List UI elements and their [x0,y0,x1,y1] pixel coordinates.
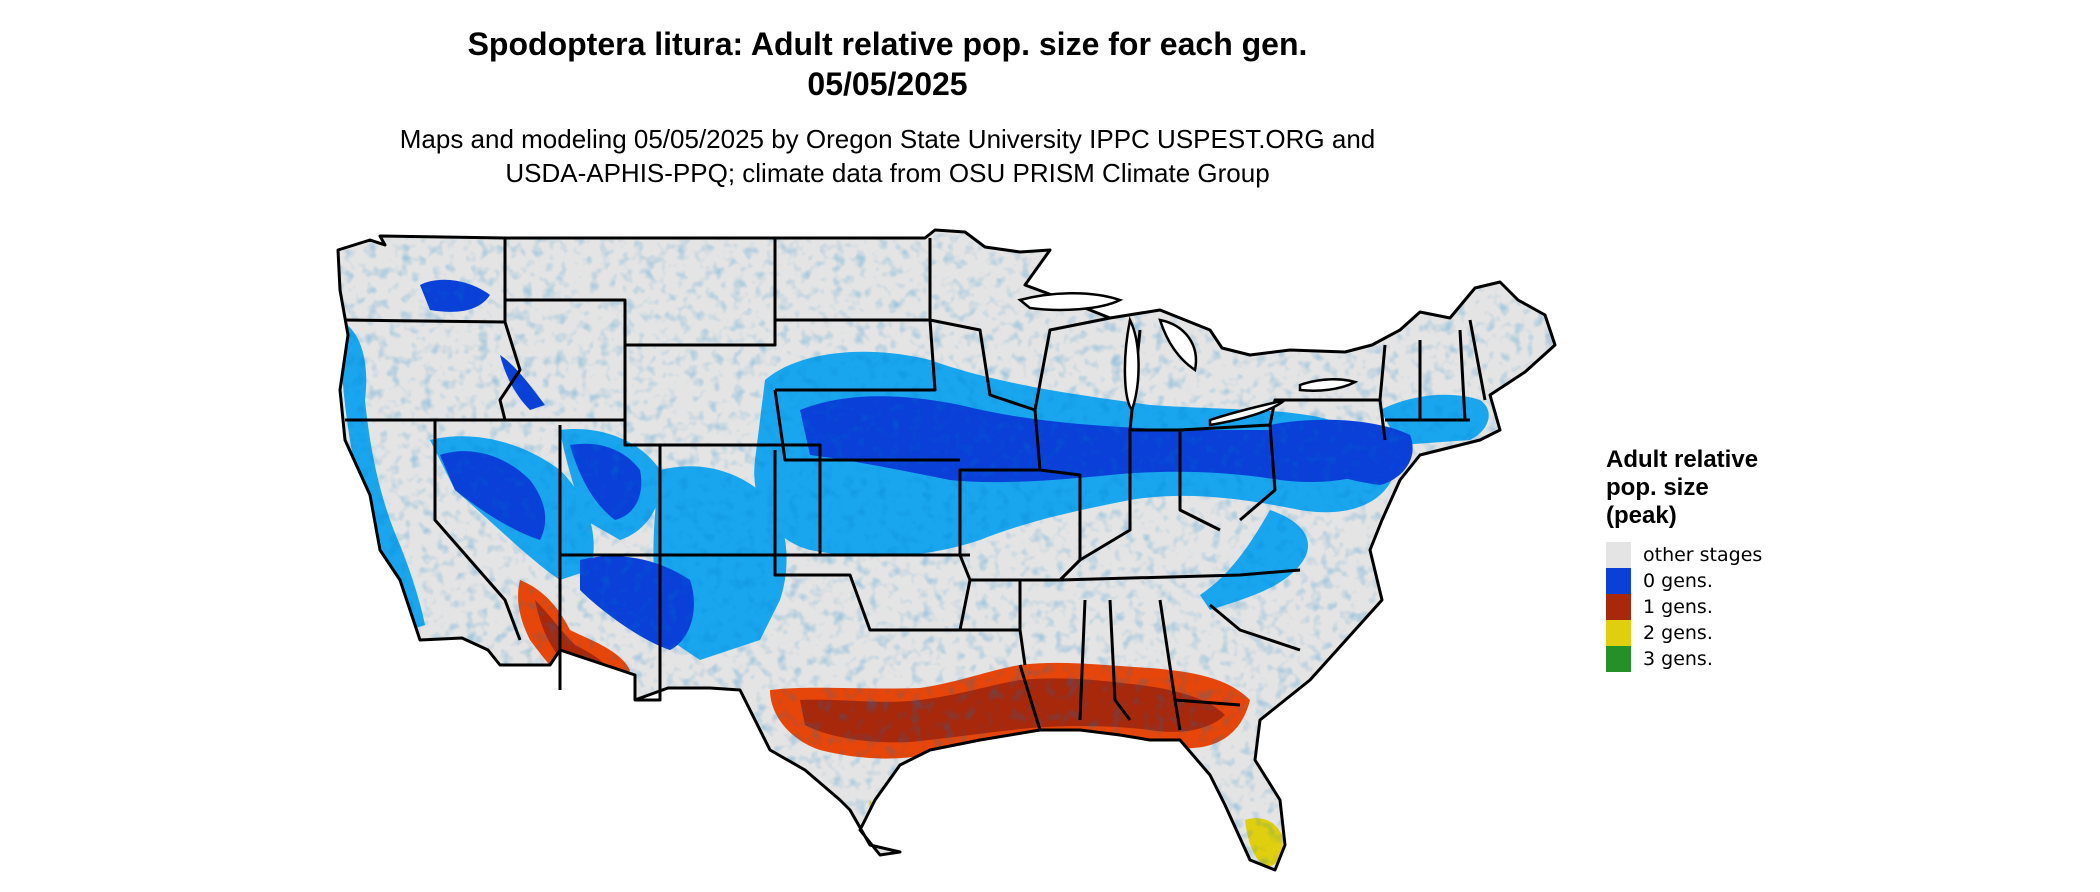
state-borders-northeast [1378,319,1487,422]
legend-swatch [1606,620,1631,646]
lake-huron [1158,318,1198,373]
us-map [336,228,1557,872]
legend-swatch [1606,594,1631,620]
lake-michigan [1123,316,1140,413]
legend-label: 1 gens. [1643,596,1713,618]
map-title-line1: Spodoptera litura: Adult relative pop. s… [467,26,1308,62]
legend-label: 2 gens. [1643,622,1713,644]
legend-swatch [1606,646,1631,672]
legend-title-line: Adult relative [1606,446,1759,473]
map-subtitle-line1: Maps and modeling 05/05/2025 by Oregon S… [399,124,1376,154]
legend-title: Adult relative pop. size (peak) [1606,446,1826,530]
legend-swatch [1606,568,1631,594]
legend-item-other-stages: other stages [1606,542,1826,568]
lake-erie [1208,398,1286,427]
map-legend: Adult relative pop. size (peak) other st… [1606,446,1826,672]
legend-item-2-gens: 2 gens. [1606,620,1826,646]
legend-label: other stages [1643,544,1763,566]
conus-outline [336,228,1557,872]
two-gens-region [868,800,1283,867]
legend-items: other stages 0 gens. 1 gens. 2 gens. 3 g… [1606,542,1826,672]
map-subtitle: Maps and modeling 05/05/2025 by Oregon S… [0,122,1775,190]
legend-title-line: (peak) [1606,502,1677,529]
legend-label: 3 gens. [1643,648,1713,670]
lake-ontario [1298,378,1359,392]
state-borders-plains [773,238,1060,632]
legend-swatch [1606,542,1631,568]
state-borders-south [960,558,1301,731]
legend-label: 0 gens. [1643,570,1713,592]
state-borders [336,228,1557,872]
lake-superior [1017,291,1124,312]
great-lakes [1017,291,1359,427]
legend-item-3-gens: 3 gens. [1606,646,1826,672]
map-title-line2: 05/05/2025 [807,66,968,102]
legend-title-line: pop. size [1606,474,1709,501]
map-subtitle-line2: USDA-APHIS-PPQ; climate data from OSU PR… [505,158,1270,188]
legend-item-1-gens: 1 gens. [1606,594,1826,620]
map-title: Spodoptera litura: Adult relative pop. s… [0,24,1775,104]
legend-item-0-gens: 0 gens. [1606,568,1826,594]
